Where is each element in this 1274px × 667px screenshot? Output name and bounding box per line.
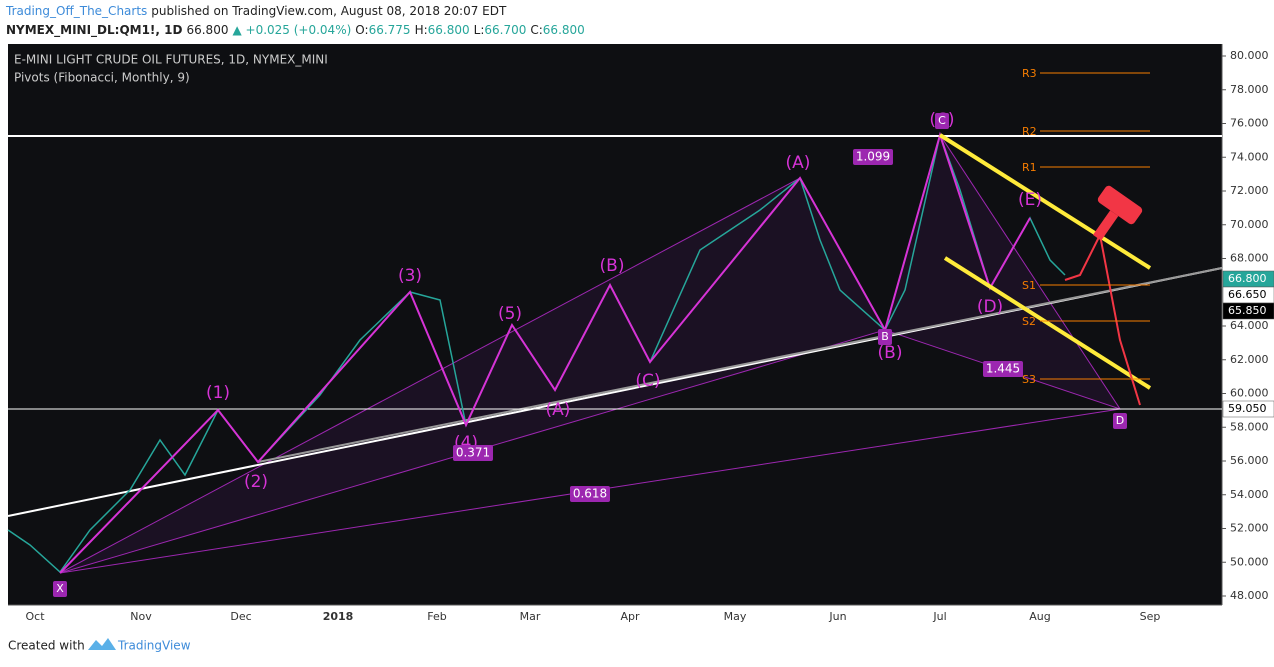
ratio-label: 1.099	[856, 150, 890, 164]
plot-bg	[8, 44, 1222, 605]
published: published on TradingView.com, August 08,…	[151, 4, 507, 18]
time-label: Apr	[620, 610, 640, 623]
footer-created: Created with	[8, 639, 85, 653]
wave-label: (B)	[878, 343, 903, 363]
price-tag-label: 65.850	[1228, 304, 1267, 317]
price-tag	[1222, 302, 1274, 320]
price-tag	[1222, 400, 1274, 418]
trend-line	[257, 267, 1223, 463]
price-tag-label: 66.800	[1228, 272, 1267, 285]
pivot-label: S1	[1022, 279, 1036, 292]
ratio-badge	[453, 445, 493, 461]
wave-label: C	[938, 114, 946, 127]
time-label: 2018	[323, 610, 354, 623]
wave-label: (C)	[635, 371, 660, 391]
wave-label: X	[56, 582, 64, 595]
pivot-label: R2	[1022, 125, 1037, 138]
price-tick-label: 58.000	[1230, 420, 1269, 433]
wave-label: (2)	[244, 472, 268, 492]
price-tick-label: 50.000	[1230, 555, 1269, 568]
author[interactable]: Trading_Off_The_Charts	[5, 4, 147, 18]
ratio-badge	[853, 149, 893, 165]
wave-badge	[53, 581, 67, 597]
high: 66.800	[428, 23, 470, 37]
wave-label: (B)	[600, 256, 625, 276]
arrow	[1064, 234, 1101, 281]
ratio-label: 1.445	[986, 362, 1020, 376]
time-label: Jul	[932, 610, 946, 623]
price-tick-label: 56.000	[1230, 454, 1269, 467]
indicator: Pivots (Fibonacci, Monthly, 9)	[14, 71, 190, 85]
price-tag-label: 66.650	[1228, 288, 1267, 301]
ratio-label: 0.371	[456, 446, 490, 460]
price-tick-label: 74.000	[1230, 150, 1269, 163]
price-tick-label: 60.000	[1230, 387, 1269, 400]
price-tick-label: 68.000	[1230, 252, 1269, 265]
drawings	[7, 131, 1223, 574]
footer-brand[interactable]: TradingView	[117, 639, 191, 653]
price-tick-label: 76.000	[1230, 117, 1269, 130]
wave-label: (5)	[498, 304, 522, 324]
wave-label: (E)	[1018, 190, 1042, 210]
last: 66.800	[186, 23, 228, 37]
time-label: Oct	[25, 610, 45, 623]
pivot-label: S3	[1022, 373, 1036, 386]
time-label: Mar	[520, 610, 541, 623]
pivot-label: R3	[1022, 67, 1037, 80]
time-label: May	[724, 610, 747, 623]
ratio-label: 0.618	[573, 487, 607, 501]
wave-label: B	[881, 330, 889, 343]
h-label: H:	[415, 23, 428, 37]
channel-top	[938, 133, 1152, 270]
time-label: Sep	[1140, 610, 1161, 623]
price-axis	[1222, 44, 1274, 605]
change: ▲ +0.025 (+0.04%)	[232, 23, 351, 37]
legend-title: E-MINI LIGHT CRUDE OIL FUTURES, 1D, NYME…	[14, 53, 328, 67]
arrow	[1099, 234, 1141, 406]
ratio-badge	[983, 361, 1023, 377]
wave-badge	[935, 113, 949, 129]
symbol: NYMEX_MINI_DL:QM1!, 1D	[6, 23, 182, 38]
wave-label: D	[1116, 414, 1124, 427]
wave-badge	[1113, 413, 1127, 429]
l-label: L:	[474, 23, 485, 37]
channel-bottom	[943, 256, 1152, 390]
price-tick-label: 54.000	[1230, 488, 1269, 501]
pivot-label: S2	[1022, 315, 1036, 328]
price-tick-label: 48.000	[1230, 589, 1269, 602]
time-label: Dec	[230, 610, 251, 623]
price-tick-label: 80.000	[1230, 49, 1269, 62]
time-axis	[8, 605, 1274, 629]
time-label: Feb	[427, 610, 446, 623]
wave-path	[59, 131, 1031, 574]
time-label: Nov	[130, 610, 152, 623]
price-tick-label: 70.000	[1230, 218, 1269, 231]
o-label: O:	[355, 23, 368, 37]
price-tick-label: 64.000	[1230, 319, 1269, 332]
time-label: Aug	[1029, 610, 1050, 623]
header: Trading_Off_The_Charts published on Tradi…	[5, 4, 507, 18]
price-tag-label: 59.050	[1228, 402, 1267, 415]
wave-label: (3)	[398, 266, 422, 286]
wave-label: (D)	[977, 297, 1003, 317]
close: 66.800	[543, 23, 585, 37]
price-tick-label: 72.000	[1230, 184, 1269, 197]
wave-badge	[878, 329, 892, 345]
price-tick-label: 78.000	[1230, 83, 1269, 96]
wave-label: (A)	[786, 153, 811, 173]
open: 66.775	[369, 23, 411, 37]
pivot-label: R1	[1022, 161, 1037, 174]
wave-label: (A)	[546, 400, 571, 420]
gavel-icon	[1092, 185, 1143, 241]
ratio-badge	[570, 486, 610, 502]
wave-label: (1)	[206, 383, 230, 403]
time-label: Jun	[828, 610, 846, 623]
price-tick-label: 62.000	[1230, 353, 1269, 366]
logo	[88, 638, 116, 650]
symbol-line: NYMEX_MINI_DL:QM1!, 1D 66.800 ▲ +0.025 (+0…	[6, 23, 585, 38]
c-label: C:	[530, 23, 542, 37]
price-tick-label: 52.000	[1230, 522, 1269, 535]
low: 66.700	[484, 23, 526, 37]
